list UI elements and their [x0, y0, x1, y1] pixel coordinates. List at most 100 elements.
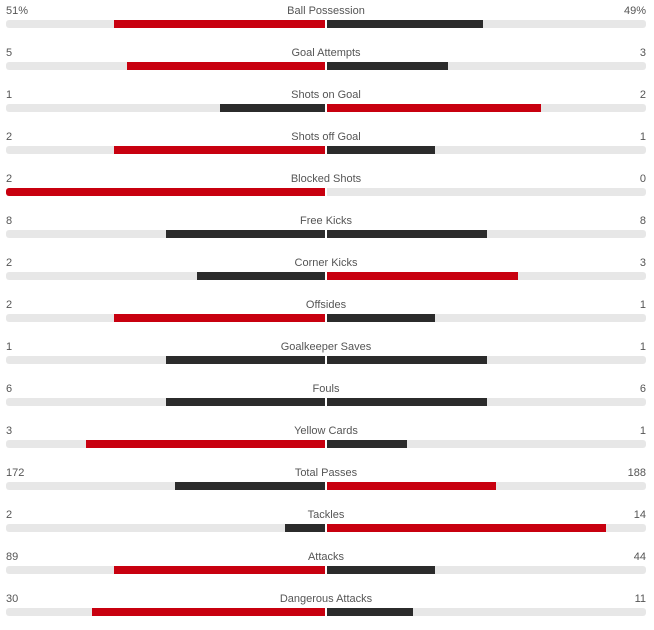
home-bar-fill [114, 314, 325, 322]
home-bar-track [6, 608, 325, 616]
away-bar-track [327, 146, 646, 154]
home-value: 2 [6, 299, 13, 311]
home-value: 1 [6, 341, 13, 353]
home-bar-track [6, 188, 325, 196]
stat-header: 2 Offsides 1 [6, 298, 646, 312]
home-value: 2 [6, 173, 13, 185]
stat-row: 2 Tackles 14 [0, 504, 654, 546]
home-bar-track [6, 524, 325, 532]
away-bar-fill [327, 482, 497, 490]
stat-header: 1 Goalkeeper Saves 1 [6, 340, 646, 354]
home-bar-fill [175, 482, 325, 490]
home-value: 8 [6, 215, 13, 227]
away-bar-track [327, 230, 646, 238]
home-bar-fill [197, 272, 325, 280]
home-bar-track [6, 104, 325, 112]
away-bar-fill [327, 230, 487, 238]
home-bar-track [6, 482, 325, 490]
stat-bar [6, 62, 646, 70]
away-bar-fill [327, 524, 607, 532]
home-bar-fill [92, 608, 325, 616]
stat-row: 30 Dangerous Attacks 11 [0, 588, 654, 630]
home-value: 1 [6, 89, 13, 101]
stat-header: 2 Corner Kicks 3 [6, 256, 646, 270]
stat-header: 5 Goal Attempts 3 [6, 46, 646, 60]
home-value: 6 [6, 383, 13, 395]
home-bar-track [6, 356, 325, 364]
stat-name: Goalkeeper Saves [280, 341, 372, 353]
stat-bar [6, 356, 646, 364]
stat-name: Blocked Shots [290, 173, 362, 185]
home-bar-fill [165, 230, 325, 238]
stat-header: 89 Attacks 44 [6, 550, 646, 564]
away-bar-track [327, 272, 646, 280]
stat-name: Dangerous Attacks [279, 593, 373, 605]
home-bar-fill [165, 398, 325, 406]
away-bar-track [327, 314, 646, 322]
away-bar-track [327, 398, 646, 406]
home-bar-fill [114, 566, 325, 574]
stat-name: Corner Kicks [294, 257, 358, 269]
stat-name: Free Kicks [300, 215, 352, 227]
away-value: 49% [623, 5, 646, 17]
stat-name: Offsides [305, 299, 347, 311]
stat-name: Fouls [312, 383, 340, 395]
stat-header: 8 Free Kicks 8 [6, 214, 646, 228]
away-value: 14 [633, 509, 646, 521]
away-bar-track [327, 566, 646, 574]
away-value: 1 [639, 299, 646, 311]
away-value: 8 [639, 215, 646, 227]
home-bar-track [6, 272, 325, 280]
away-bar-track [327, 482, 646, 490]
away-value: 1 [639, 131, 646, 143]
home-value: 89 [6, 551, 19, 563]
away-bar-track [327, 356, 646, 364]
stat-bar [6, 314, 646, 322]
stat-header: 1 Shots on Goal 2 [6, 88, 646, 102]
away-bar-fill [327, 314, 436, 322]
away-value: 11 [634, 593, 646, 605]
stat-name: Tackles [307, 509, 345, 521]
away-bar-track [327, 62, 646, 70]
stat-bar [6, 524, 646, 532]
stat-header: 30 Dangerous Attacks 11 [6, 592, 646, 606]
home-bar-track [6, 440, 325, 448]
stat-row: 89 Attacks 44 [0, 546, 654, 588]
stat-header: 6 Fouls 6 [6, 382, 646, 396]
stat-row: 2 Corner Kicks 3 [0, 252, 654, 294]
stat-bar [6, 230, 646, 238]
away-bar-track [327, 188, 646, 196]
home-bar-fill [114, 146, 325, 154]
stat-header: 3 Yellow Cards 1 [6, 424, 646, 438]
stat-bar [6, 440, 646, 448]
stat-header: 2 Tackles 14 [6, 508, 646, 522]
home-value: 2 [6, 257, 13, 269]
away-value: 3 [639, 47, 646, 59]
stat-bar [6, 272, 646, 280]
away-bar-fill [327, 104, 541, 112]
stat-header: 2 Blocked Shots 0 [6, 172, 646, 186]
home-value: 51% [6, 5, 29, 17]
stat-name: Shots on Goal [291, 89, 361, 101]
away-value: 1 [639, 425, 646, 437]
home-bar-fill [85, 440, 325, 448]
stat-name: Ball Possession [287, 5, 365, 17]
home-bar-track [6, 398, 325, 406]
away-bar-fill [327, 356, 487, 364]
home-value: 2 [6, 131, 13, 143]
home-value: 172 [6, 467, 25, 479]
home-value: 3 [6, 425, 13, 437]
stat-name: Yellow Cards [294, 425, 358, 437]
home-bar-track [6, 566, 325, 574]
stat-row: 8 Free Kicks 8 [0, 210, 654, 252]
stat-row: 1 Shots on Goal 2 [0, 84, 654, 126]
stat-bar [6, 398, 646, 406]
stat-row: 172 Total Passes 188 [0, 462, 654, 504]
home-bar-fill [127, 62, 325, 70]
home-bar-track [6, 62, 325, 70]
home-bar-track [6, 314, 325, 322]
home-bar-fill [165, 356, 325, 364]
stat-row: 6 Fouls 6 [0, 378, 654, 420]
stat-name: Total Passes [294, 467, 358, 479]
home-bar-fill [6, 188, 325, 196]
